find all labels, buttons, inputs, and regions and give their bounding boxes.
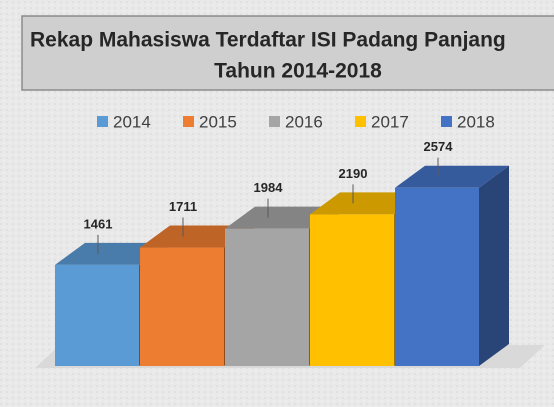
data-label: 1711 (169, 199, 197, 214)
legend-label: 2014 (113, 112, 151, 131)
bar (140, 247, 224, 366)
bar (55, 264, 139, 366)
chart-subtitle: Tahun 2014-2018 (214, 60, 382, 83)
legend-label: 2015 (199, 112, 237, 131)
bar (225, 228, 309, 366)
data-label: 1984 (254, 180, 284, 195)
bar-top (395, 165, 509, 188)
bar-side (479, 165, 509, 366)
legend-swatch (355, 116, 366, 127)
data-label: 2190 (339, 166, 368, 181)
legend-label: 2017 (371, 112, 409, 131)
bar (310, 214, 394, 366)
legend-label: 2018 (457, 112, 495, 131)
legend-swatch (269, 116, 280, 127)
bar (395, 187, 479, 366)
data-label: 1461 (84, 216, 113, 231)
legend-swatch (183, 116, 194, 127)
data-label: 2574 (424, 139, 454, 154)
legend-swatch (441, 116, 452, 127)
title-box (21, 15, 554, 91)
legend-label: 2016 (285, 112, 323, 131)
chart-title: Rekap Mahasiswa Terdaftar ISI Padang Pan… (30, 29, 506, 52)
legend-swatch (97, 116, 108, 127)
